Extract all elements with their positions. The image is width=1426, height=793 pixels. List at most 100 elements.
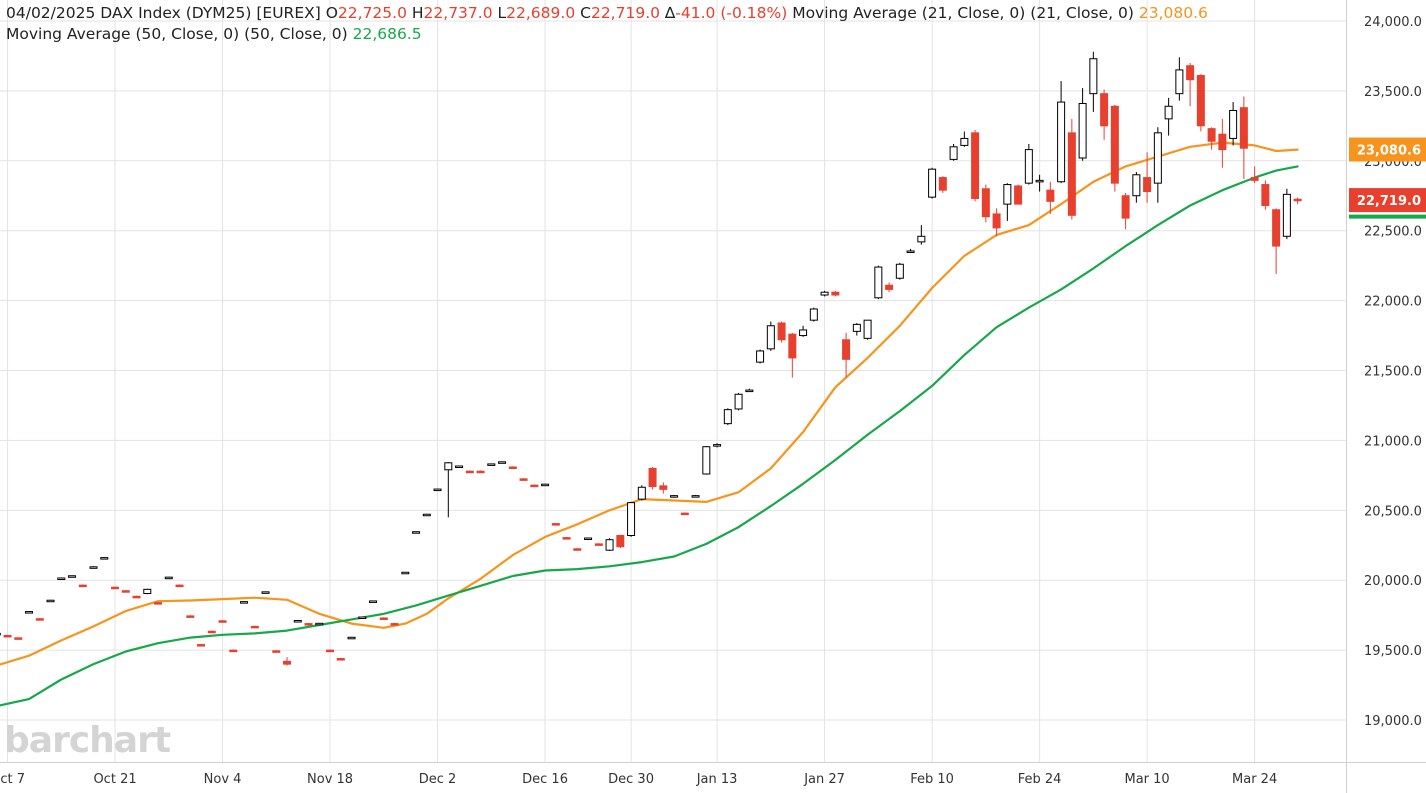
- candle-body: [508, 466, 517, 469]
- ma50-legend-label[interactable]: Moving Average (50, Close, 0): [6, 25, 240, 43]
- high-value: 22,737.0: [423, 4, 493, 22]
- candle: [1239, 96, 1248, 179]
- candle-body: [1046, 189, 1055, 202]
- candle: [702, 446, 711, 475]
- candle: [992, 208, 1001, 237]
- candle: [809, 307, 818, 322]
- candle: [508, 466, 517, 469]
- y-tick-label: 20,000.0: [1364, 574, 1422, 589]
- candle: [401, 571, 410, 575]
- candle: [605, 538, 614, 551]
- moving-average-layer: [0, 141, 1299, 707]
- candle: [1143, 152, 1152, 203]
- candle-body: [1229, 109, 1238, 139]
- candle: [541, 483, 550, 487]
- candle-body: [616, 534, 625, 548]
- candle: [648, 466, 657, 490]
- candle-body: [917, 235, 926, 243]
- candle-body: [670, 495, 679, 498]
- candle-body: [1024, 149, 1033, 184]
- candle: [691, 494, 700, 498]
- candle: [766, 321, 775, 351]
- candle-body: [551, 523, 560, 526]
- candle-body: [799, 329, 808, 337]
- candle: [971, 130, 980, 202]
- candle: [960, 131, 969, 147]
- candle: [713, 443, 722, 448]
- y-tick-label: 24,000.0: [1364, 15, 1422, 30]
- candle-body: [347, 636, 356, 640]
- candle-body: [186, 615, 195, 618]
- candle: [799, 325, 808, 337]
- candle-body: [680, 512, 689, 516]
- candle: [831, 290, 840, 297]
- candle-body: [519, 478, 528, 481]
- candle-body: [971, 132, 980, 200]
- candle-body: [207, 630, 216, 634]
- candle-body: [831, 291, 840, 296]
- candle: [852, 322, 861, 336]
- candle: [78, 584, 87, 588]
- candle: [422, 513, 431, 517]
- y-tick-label: 21,500.0: [1364, 365, 1422, 380]
- candle-body: [14, 637, 23, 640]
- candle: [777, 321, 786, 343]
- candle: [3, 634, 12, 638]
- x-tick-label: Mar 10: [1125, 772, 1170, 787]
- candle-body: [852, 323, 861, 332]
- candle: [680, 512, 689, 516]
- candle-body: [89, 566, 98, 569]
- quote-header-line-2: Moving Average (50, Close, 0) (50, Close…: [6, 25, 422, 43]
- candle-body: [336, 658, 345, 661]
- candle-body: [541, 483, 550, 487]
- candle: [412, 531, 421, 534]
- change-value: -41.0 (-0.18%): [675, 4, 788, 22]
- candle-body: [326, 649, 335, 653]
- candle-body: [304, 623, 313, 626]
- candle-body: [745, 389, 754, 393]
- candle: [551, 522, 560, 526]
- candle: [885, 282, 894, 293]
- x-tick-label: Oct 21: [93, 772, 136, 787]
- candle-body: [1186, 65, 1195, 81]
- candle: [261, 591, 270, 594]
- candle-body: [218, 620, 227, 623]
- candle: [1196, 74, 1205, 132]
- candle-body: [1293, 198, 1302, 202]
- candle: [1218, 118, 1227, 168]
- candle: [745, 388, 754, 393]
- ma50-legend-params: (50, Close, 0): [244, 25, 348, 43]
- candle-body: [1078, 102, 1087, 159]
- candle: [315, 622, 324, 626]
- candle: [938, 176, 947, 193]
- candle-body: [885, 284, 894, 290]
- candle-body: [197, 644, 206, 647]
- candle: [519, 478, 528, 481]
- candle-body: [691, 495, 700, 498]
- ma21-legend-label[interactable]: Moving Average (21, Close, 0): [792, 4, 1026, 22]
- candle-body: [433, 488, 442, 492]
- candle-body: [1261, 184, 1270, 207]
- instrument-name: DAX Index (DYM25) [EUREX]: [100, 4, 321, 22]
- candle-body: [530, 484, 539, 488]
- price-tag: [1349, 188, 1426, 213]
- candle: [444, 462, 453, 518]
- candle-body: [143, 588, 152, 595]
- candle-body: [272, 650, 281, 653]
- candle: [1261, 180, 1270, 210]
- candle-body: [240, 601, 249, 604]
- candle-body: [1282, 193, 1291, 237]
- candle-body: [164, 576, 173, 580]
- x-tick-label: Nov 4: [204, 772, 242, 787]
- candle-body: [100, 557, 109, 560]
- ma50-tag-stripe: [1349, 214, 1426, 219]
- candle: [111, 586, 120, 590]
- candle: [659, 482, 668, 494]
- candle: [584, 537, 593, 541]
- candle-body: [175, 584, 184, 588]
- candle-body: [57, 577, 66, 581]
- candle-body: [132, 595, 141, 599]
- candle-body: [906, 250, 915, 253]
- candle-body: [648, 467, 657, 488]
